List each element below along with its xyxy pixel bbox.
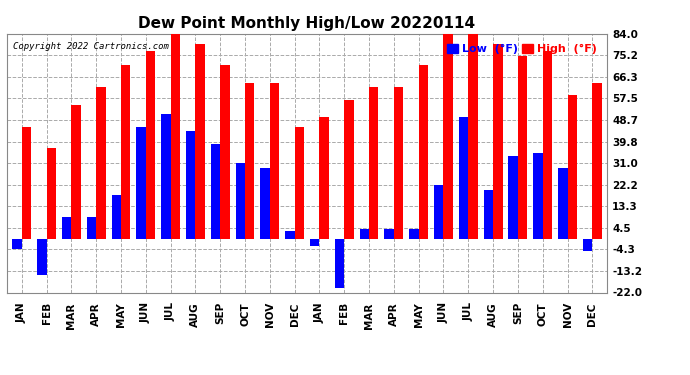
Bar xyxy=(592,82,602,239)
Bar xyxy=(186,131,195,239)
Bar xyxy=(71,105,81,239)
Bar xyxy=(493,44,502,239)
Bar xyxy=(409,229,419,239)
Bar xyxy=(310,239,319,246)
Bar xyxy=(509,156,518,239)
Bar xyxy=(558,168,567,239)
Bar xyxy=(295,126,304,239)
Title: Dew Point Monthly High/Low 20220114: Dew Point Monthly High/Low 20220114 xyxy=(139,16,475,31)
Bar xyxy=(112,195,121,239)
Bar xyxy=(137,126,146,239)
Bar xyxy=(344,100,354,239)
Bar xyxy=(543,51,552,239)
Bar xyxy=(319,117,329,239)
Bar xyxy=(394,87,403,239)
Text: Copyright 2022 Cartronics.com: Copyright 2022 Cartronics.com xyxy=(13,42,169,51)
Bar xyxy=(195,44,205,239)
Bar xyxy=(369,87,379,239)
Bar xyxy=(245,82,255,239)
Bar xyxy=(37,239,47,275)
Bar xyxy=(419,66,428,239)
Legend: Low  (°F), High  (°F): Low (°F), High (°F) xyxy=(442,39,602,58)
Bar xyxy=(469,34,477,239)
Bar xyxy=(211,144,220,239)
Bar xyxy=(161,114,170,239)
Bar xyxy=(270,82,279,239)
Bar xyxy=(170,34,180,239)
Bar xyxy=(359,229,369,239)
Bar xyxy=(62,217,71,239)
Bar xyxy=(22,126,31,239)
Bar xyxy=(335,239,344,288)
Bar xyxy=(434,185,444,239)
Bar xyxy=(12,239,22,249)
Bar xyxy=(459,117,469,239)
Bar xyxy=(87,217,96,239)
Bar xyxy=(484,190,493,239)
Bar xyxy=(260,168,270,239)
Bar xyxy=(96,87,106,239)
Bar xyxy=(518,56,527,239)
Bar xyxy=(146,51,155,239)
Bar xyxy=(567,95,577,239)
Bar xyxy=(444,34,453,239)
Bar xyxy=(583,239,592,251)
Bar xyxy=(121,66,130,239)
Bar xyxy=(235,163,245,239)
Bar xyxy=(285,231,295,239)
Bar xyxy=(384,229,394,239)
Bar xyxy=(220,66,230,239)
Bar xyxy=(47,148,56,239)
Bar xyxy=(533,153,543,239)
